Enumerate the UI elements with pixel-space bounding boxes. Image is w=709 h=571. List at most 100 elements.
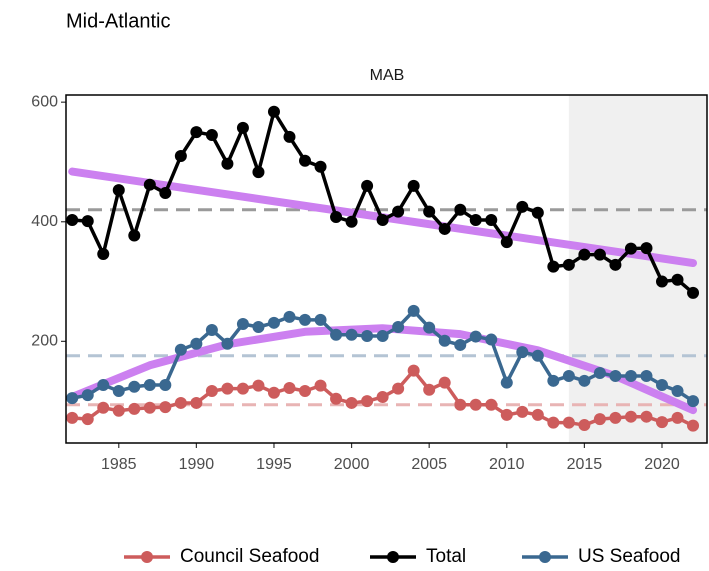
y-tick-label: 600 bbox=[31, 93, 58, 110]
data-point bbox=[655, 379, 668, 391]
data-point bbox=[531, 349, 544, 362]
data-point bbox=[392, 382, 405, 395]
data-point bbox=[376, 390, 389, 403]
data-point bbox=[485, 333, 498, 346]
data-point bbox=[624, 242, 637, 255]
data-point bbox=[174, 149, 187, 162]
legend-dot bbox=[141, 551, 153, 563]
legend-dot bbox=[539, 551, 551, 563]
data-point bbox=[578, 248, 591, 261]
data-point bbox=[314, 313, 327, 326]
legend-label: Total bbox=[426, 546, 466, 567]
data-point bbox=[236, 318, 249, 331]
data-point bbox=[454, 398, 467, 411]
data-point bbox=[469, 213, 482, 226]
data-point bbox=[159, 401, 172, 414]
data-point bbox=[423, 321, 436, 334]
data-point bbox=[361, 329, 374, 342]
shaded-region bbox=[568, 95, 707, 443]
data-point bbox=[283, 130, 296, 143]
data-point bbox=[221, 157, 234, 170]
data-point bbox=[392, 321, 405, 333]
data-point bbox=[330, 392, 343, 405]
data-point bbox=[112, 404, 125, 417]
data-point bbox=[159, 187, 172, 200]
data-point bbox=[205, 323, 218, 336]
x-tick-label: 2015 bbox=[567, 456, 603, 473]
data-point bbox=[252, 321, 265, 333]
x-tick-label: 1985 bbox=[101, 456, 137, 473]
data-point bbox=[671, 411, 684, 424]
data-point bbox=[562, 416, 575, 429]
x-tick-label: 1995 bbox=[256, 456, 292, 473]
data-point bbox=[205, 384, 218, 397]
data-point bbox=[516, 200, 529, 213]
data-point bbox=[500, 376, 513, 389]
data-point bbox=[593, 367, 606, 380]
data-point bbox=[143, 178, 156, 191]
data-point bbox=[438, 376, 451, 389]
data-point bbox=[687, 286, 700, 299]
data-point bbox=[112, 184, 125, 197]
data-point bbox=[174, 343, 187, 356]
data-point bbox=[330, 328, 343, 341]
data-point bbox=[609, 370, 622, 383]
data-point bbox=[640, 242, 653, 255]
data-point bbox=[283, 381, 296, 394]
data-point bbox=[438, 222, 451, 235]
legend-dot bbox=[387, 551, 399, 563]
data-point bbox=[221, 382, 234, 395]
data-point bbox=[314, 379, 327, 392]
data-point bbox=[671, 384, 684, 397]
data-point bbox=[97, 379, 110, 391]
data-point bbox=[97, 401, 110, 414]
data-point bbox=[671, 273, 684, 286]
data-point bbox=[190, 396, 203, 409]
data-point bbox=[267, 316, 280, 329]
data-point bbox=[252, 166, 265, 179]
data-point bbox=[469, 330, 482, 343]
data-point bbox=[267, 105, 280, 118]
data-point bbox=[562, 370, 575, 383]
data-point bbox=[407, 304, 420, 317]
x-tick-label: 1990 bbox=[179, 456, 215, 473]
data-point bbox=[454, 203, 467, 216]
legend-label: Council Seafood bbox=[180, 546, 319, 567]
data-point bbox=[500, 236, 513, 249]
data-point bbox=[221, 337, 234, 350]
data-point bbox=[423, 205, 436, 218]
data-point bbox=[81, 215, 94, 228]
data-point bbox=[190, 337, 203, 350]
data-point bbox=[174, 396, 187, 409]
panel-label: MAB bbox=[370, 67, 405, 84]
data-point bbox=[345, 396, 358, 409]
data-point bbox=[687, 419, 700, 432]
data-point bbox=[547, 374, 560, 387]
data-point bbox=[454, 338, 467, 351]
chart-title: Mid-Atlantic bbox=[66, 10, 170, 32]
data-point bbox=[640, 370, 653, 383]
data-point bbox=[516, 405, 529, 418]
data-point bbox=[640, 410, 653, 423]
data-point bbox=[407, 179, 420, 192]
data-point bbox=[128, 229, 141, 242]
data-point bbox=[330, 210, 343, 223]
data-point bbox=[500, 408, 513, 421]
y-tick-label: 400 bbox=[31, 213, 58, 230]
data-point bbox=[547, 260, 560, 273]
data-point bbox=[252, 379, 265, 392]
data-point bbox=[299, 313, 312, 326]
data-point bbox=[190, 126, 203, 139]
data-point bbox=[128, 380, 141, 393]
data-point bbox=[593, 248, 606, 261]
data-point bbox=[345, 215, 358, 228]
data-point bbox=[236, 121, 249, 134]
data-point bbox=[609, 258, 622, 271]
legend-label: US Seafood bbox=[578, 546, 680, 567]
data-point bbox=[547, 416, 560, 429]
data-point bbox=[531, 408, 544, 421]
data-point bbox=[283, 310, 296, 323]
y-tick-label: 200 bbox=[31, 333, 58, 350]
data-point bbox=[66, 213, 79, 226]
